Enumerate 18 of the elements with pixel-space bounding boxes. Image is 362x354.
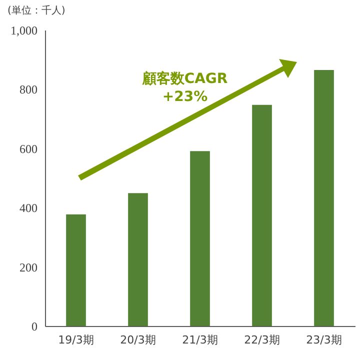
- x-tick-label: 21/3期: [182, 334, 218, 346]
- x-tick-label: 20/3期: [120, 334, 156, 346]
- y-tick-label: 0: [32, 320, 38, 334]
- x-tick-label: 23/3期: [306, 334, 342, 346]
- annotation: 顧客数CAGR +23%: [141, 70, 228, 105]
- x-tick-label: 19/3期: [58, 334, 94, 346]
- bar: [128, 193, 148, 326]
- y-axis-title: (単位：千人): [8, 4, 66, 16]
- y-tick-label: 200: [20, 260, 38, 274]
- bar: [66, 214, 86, 326]
- bar: [252, 104, 272, 326]
- bar: [314, 70, 334, 326]
- y-tick-label: 800: [20, 82, 38, 97]
- y-tick-label: 600: [20, 142, 38, 156]
- y-tick-label: 400: [20, 201, 38, 216]
- x-tick-label: 22/3期: [244, 334, 280, 346]
- bar: [190, 151, 210, 326]
- y-tick-label: 1,000: [10, 24, 38, 38]
